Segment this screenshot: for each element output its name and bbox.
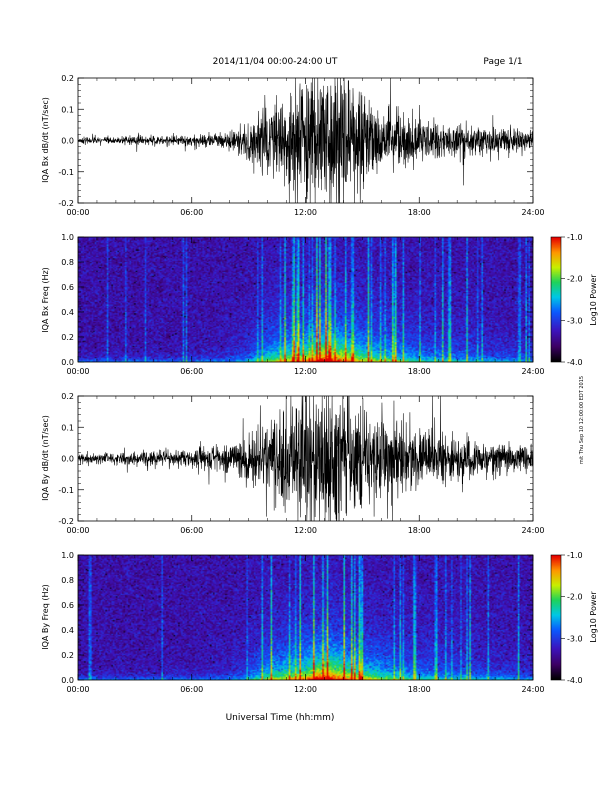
x-tick-label: 18:00 [408,367,431,376]
y-tick-label: -0.2 [58,199,74,208]
y-tick-label: 0.4 [61,626,74,635]
y-tick-label: -0.1 [58,486,74,495]
y-tick-label: 0.0 [61,676,74,685]
y-tick-label: 0.6 [61,601,74,610]
x-tick-label: 00:00 [66,208,89,217]
colorbar-tick-label: -2.0 [567,275,583,284]
y-tick-label: 0.0 [61,455,74,464]
x-tick-label: 18:00 [408,685,431,694]
dbdt-series-line [77,395,534,522]
y-tick-label: 0.1 [61,423,74,432]
y-tick-label: 0.6 [61,283,74,292]
by-spectrogram-image [78,555,533,680]
bx-colorbar-label: Log10 Power [589,274,598,326]
colorbar-tick-label: -3.0 [567,316,583,325]
by-dbdt-panel: 00:00 06:00 12:00 18:00 24:00 0.2 0.1 0.0 -0.1 -0… [41,392,545,535]
bx-spectrogram-image [78,237,533,362]
x-tick-label: 12:00 [294,367,317,376]
figure-title: 2014/11/04 00:00-24:00 UT [213,57,338,67]
xaxis-title: Universal Time (hh:mm) [226,713,335,723]
x-tick-label: 06:00 [180,208,203,217]
bx-spectrogram-panel: 00:00 06:00 12:00 18:00 24:00 1.0 0.8 0.6 0.4 0.2… [41,233,598,376]
by-colorbar [551,555,561,680]
bx-dbdt-ylabel: IQA Bx dB/dt (nT/sec) [41,97,50,183]
x-tick-label: 00:00 [66,367,89,376]
colorbar-tick-label: -1.0 [567,233,583,242]
dbdt-series-line [77,77,534,204]
x-tick-label: 12:00 [294,526,317,535]
y-tick-label: 0.2 [61,392,74,401]
x-tick-label: 12:00 [294,208,317,217]
x-tick-label: 06:00 [180,685,203,694]
by-spectrogram-panel: 00:00 06:00 12:00 18:00 24:00 1.0 0.8 0.6 0.4 0.2… [41,551,598,694]
x-tick-label: 00:00 [66,685,89,694]
y-tick-label: 1.0 [61,551,74,560]
x-tick-label: 06:00 [180,526,203,535]
side-note: mit Thu Sep 10 12:00:00 EDT 2015 [579,376,585,464]
y-tick-label: -0.2 [58,517,74,526]
by-dbdt-ylabel: IQA By dB/dt (nT/sec) [41,415,50,501]
y-tick-label: 0.2 [61,333,74,342]
x-tick-label: 24:00 [521,208,544,217]
bx-dbdt-panel: 00:00 06:00 12:00 18:00 24:00 0.2 0.1 0.0 -0.1 -0… [41,74,545,217]
x-tick-label: 24:00 [521,685,544,694]
bx-colorbar [551,237,561,362]
x-tick-label: 00:00 [66,526,89,535]
x-tick-label: 12:00 [294,685,317,694]
x-tick-label: 24:00 [521,526,544,535]
y-tick-label: 0.2 [61,74,74,83]
x-tick-label: 06:00 [180,367,203,376]
colorbar-tick-label: -4.0 [567,676,583,685]
colorbar-tick-label: -3.0 [567,634,583,643]
colorbar-tick-label: -2.0 [567,593,583,602]
by-colorbar-label: Log10 Power [589,591,598,643]
x-tick-label: 18:00 [408,526,431,535]
colorbar-tick-label: -4.0 [567,358,583,367]
by-spectrogram-ylabel: IQA By Freq (Hz) [41,584,50,650]
y-tick-label: -0.1 [58,168,74,177]
y-tick-label: 1.0 [61,233,74,242]
page-number: Page 1/1 [483,57,522,67]
y-tick-label: 0.0 [61,358,74,367]
y-tick-label: 0.4 [61,308,74,317]
y-tick-label: 0.8 [61,258,74,267]
by-dbdt-trace [77,395,534,522]
y-tick-label: 0.8 [61,576,74,585]
x-tick-label: 18:00 [408,208,431,217]
bx-dbdt-trace [77,77,534,204]
y-tick-label: 0.0 [61,137,74,146]
bx-spectrogram-ylabel: IQA Bx Freq (Hz) [41,267,50,333]
y-tick-label: 0.2 [61,651,74,660]
x-tick-label: 24:00 [521,367,544,376]
colorbar-tick-label: -1.0 [567,551,583,560]
y-tick-label: 0.1 [61,105,74,114]
